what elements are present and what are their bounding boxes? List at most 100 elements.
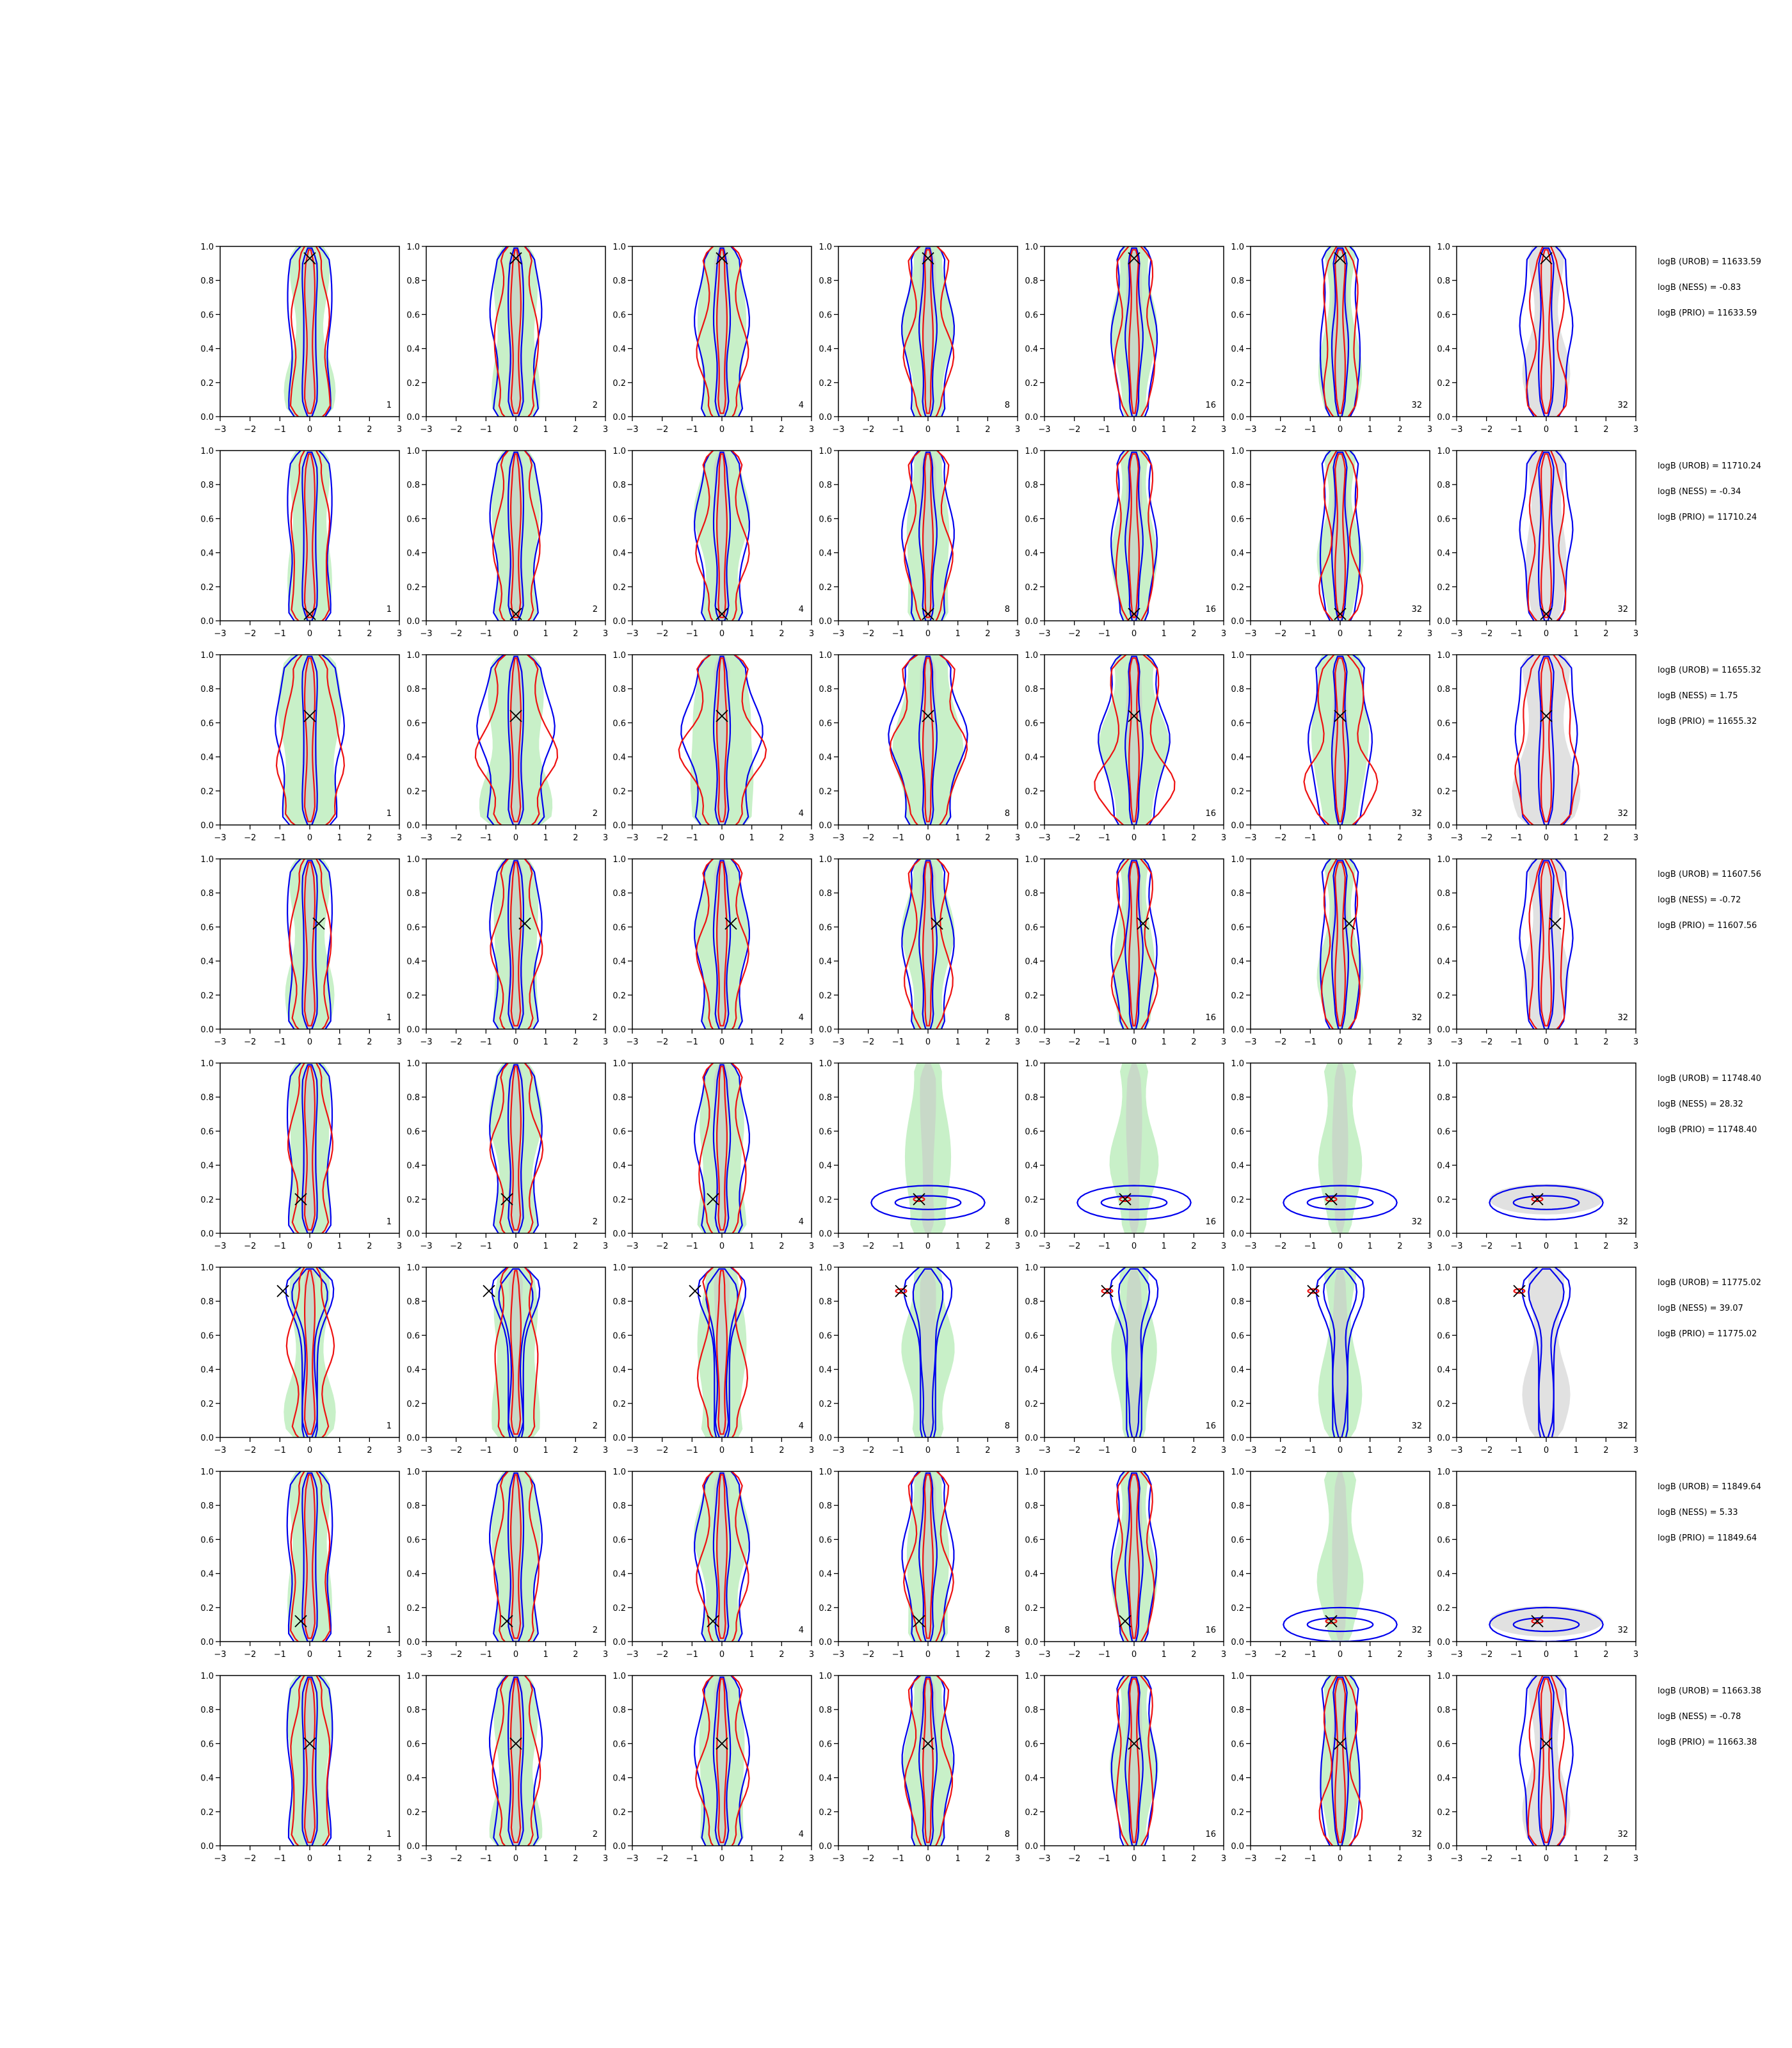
subplot-r1-c1: −3 −2 −1 0 1 2 3 0.0 0.2 0.4 0.6 0.8 1.0 1 <box>200 243 402 435</box>
x-tick-label: 0 <box>1338 1446 1343 1455</box>
y-tick-label: 0.6 <box>1231 719 1244 728</box>
y-tick-label: 0.8 <box>200 889 214 899</box>
logb-annotation: logB (NESS) = 39.07 <box>1658 1304 1743 1313</box>
y-tick-label: 0.0 <box>1437 1842 1450 1852</box>
red-contour <box>1531 1196 1544 1203</box>
red-contour-outer <box>290 1676 331 1846</box>
y-tick-label: 0.4 <box>612 1366 626 1375</box>
red-contour-inner <box>1540 1678 1553 1843</box>
x-tick-label: 1 <box>956 1650 961 1660</box>
panel-count-label: 1 <box>387 1626 392 1635</box>
x-tick-label: 1 <box>749 1650 755 1660</box>
x-tick-label: −2 <box>656 425 668 435</box>
x-tick-label: −1 <box>1098 629 1110 639</box>
panel-count-label: 16 <box>1205 1217 1216 1227</box>
x-tick-label: 2 <box>779 1242 784 1251</box>
red-contour-outer <box>1114 246 1156 417</box>
x-tick-label: −2 <box>244 425 256 435</box>
logb-annotation: logB (NESS) = 5.33 <box>1658 1508 1738 1517</box>
reference-density-fill <box>1489 1606 1603 1636</box>
y-tick-label: 0.2 <box>1025 787 1038 797</box>
blue-contour-inner <box>712 247 732 417</box>
x-tick-label: −2 <box>244 629 256 639</box>
y-tick-label: 0.6 <box>200 1740 214 1749</box>
red-contour-inner <box>510 1270 522 1435</box>
x-tick-label: −1 <box>892 425 904 435</box>
blue-contour-inner <box>498 1268 534 1437</box>
x-tick-label: 0 <box>1132 629 1137 639</box>
y-tick-label: 0.2 <box>1231 1196 1244 1205</box>
x-tick-label: −2 <box>1480 1242 1492 1251</box>
y-tick-label: 1.0 <box>406 1672 420 1681</box>
x-tick-label: −2 <box>656 1242 668 1251</box>
blue-contour-inner <box>918 451 938 621</box>
y-tick-label: 0.2 <box>1437 1196 1450 1205</box>
x-tick-label: −3 <box>420 1650 432 1660</box>
red-contour-outer <box>289 246 332 417</box>
x-tick-label: 3 <box>603 629 608 639</box>
y-tick-label: 0.8 <box>1025 481 1038 490</box>
y-tick-label: 0.2 <box>819 379 832 388</box>
x-tick-label: 1 <box>749 1446 755 1455</box>
y-tick-label: 0.0 <box>1025 1229 1038 1239</box>
subplot-r2-c4: −3 −2 −1 0 1 2 3 0.0 0.2 0.4 0.6 0.8 1.0 8 <box>819 447 1020 639</box>
y-tick-label: 1.0 <box>1231 1059 1244 1069</box>
blue-contour-inner <box>918 1676 938 1846</box>
x-tick-label: −1 <box>892 1037 904 1047</box>
blue-contour-inner <box>1331 655 1350 825</box>
y-tick-label: 0.6 <box>1437 515 1450 524</box>
x-tick-label: 0 <box>513 1446 518 1455</box>
blue-contour-inner <box>1306 1195 1374 1210</box>
blue-contour-outer <box>287 246 333 417</box>
y-tick-label: 0.2 <box>1025 1196 1038 1205</box>
y-tick-label: 0.6 <box>1025 1535 1038 1545</box>
x-tick-label: 0 <box>719 1242 724 1251</box>
blue-contour-inner <box>918 860 938 1029</box>
blue-contour-inner <box>712 1064 732 1233</box>
true-value-marker <box>1137 917 1149 930</box>
y-tick-label: 0.8 <box>200 1093 214 1103</box>
red-contour <box>1325 1196 1338 1203</box>
x-tick-label: 1 <box>1368 1037 1373 1047</box>
x-tick-label: 2 <box>573 1854 578 1864</box>
x-tick-label: −1 <box>892 1854 904 1864</box>
panel-count-label: 4 <box>799 605 804 614</box>
x-tick-label: 0 <box>513 1650 518 1660</box>
red-contour-outer <box>490 859 543 1029</box>
x-tick-label: 2 <box>1397 629 1402 639</box>
x-tick-label: −1 <box>1098 1242 1110 1251</box>
y-tick-label: 0.2 <box>1231 991 1244 1001</box>
y-tick-label: 1.0 <box>1437 447 1450 456</box>
red-contour-inner <box>303 1474 316 1639</box>
x-tick-label: 0 <box>1338 629 1343 639</box>
y-tick-label: 0.8 <box>406 889 420 899</box>
y-tick-label: 1.0 <box>612 1468 626 1477</box>
red-contour-outer <box>1318 451 1363 621</box>
y-tick-label: 0.8 <box>406 1093 420 1103</box>
x-tick-label: −3 <box>214 1037 226 1047</box>
y-tick-label: 0.6 <box>612 1127 626 1137</box>
x-tick-label: −3 <box>420 1854 432 1864</box>
y-tick-label: 0.4 <box>1025 1366 1038 1375</box>
y-tick-label: 0.0 <box>612 821 626 831</box>
panel-count-label: 2 <box>593 1421 598 1431</box>
x-tick-label: 3 <box>809 833 814 843</box>
x-tick-label: 2 <box>367 1242 372 1251</box>
y-tick-label: 0.8 <box>1437 481 1450 490</box>
x-tick-label: 1 <box>1162 1650 1167 1660</box>
y-tick-label: 0.6 <box>200 1127 214 1137</box>
y-tick-label: 1.0 <box>200 1263 214 1273</box>
x-tick-label: −3 <box>1244 1650 1256 1660</box>
red-contour-outer <box>902 1471 954 1642</box>
y-tick-label: 0.6 <box>1025 1740 1038 1749</box>
x-tick-label: −1 <box>1304 1242 1316 1251</box>
x-tick-label: 3 <box>1015 629 1020 639</box>
x-tick-label: 3 <box>397 1650 402 1660</box>
panel-count-label: 32 <box>1617 1013 1628 1023</box>
y-tick-label: 1.0 <box>1231 447 1244 456</box>
y-tick-label: 1.0 <box>200 1468 214 1477</box>
red-contour-inner <box>1540 861 1553 1027</box>
red-contour-outer <box>1527 451 1567 621</box>
x-tick-label: −3 <box>1244 1446 1256 1455</box>
blue-contour-inner <box>301 247 318 417</box>
